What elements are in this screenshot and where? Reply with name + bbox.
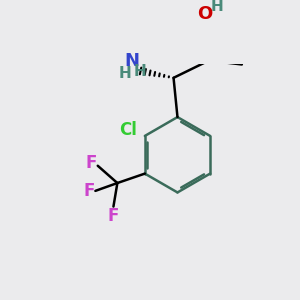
Text: N: N — [124, 52, 140, 70]
Text: Cl: Cl — [118, 121, 136, 139]
Text: F: F — [108, 207, 119, 225]
Text: O: O — [197, 5, 213, 23]
Text: F: F — [83, 182, 95, 200]
Text: H: H — [134, 64, 146, 79]
Text: H: H — [118, 66, 131, 81]
Text: H: H — [210, 0, 223, 14]
Text: F: F — [86, 154, 97, 172]
Polygon shape — [201, 25, 209, 61]
